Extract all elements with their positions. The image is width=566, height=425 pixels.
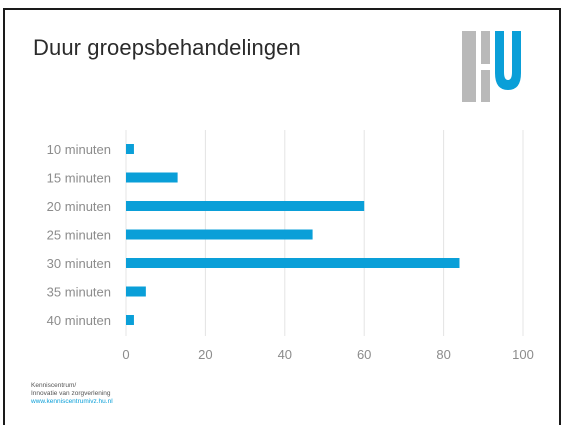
bar (126, 258, 460, 268)
x-tick-label: 100 (512, 347, 534, 362)
logo-gray-bar-left (462, 31, 476, 102)
x-tick-label: 20 (198, 347, 212, 362)
category-labels: 10 minuten 15 minuten 20 minuten 25 minuten… (47, 142, 111, 328)
category-label: 10 minuten (47, 142, 111, 157)
bar (126, 315, 134, 325)
category-label: 30 minuten (47, 256, 111, 271)
x-tick-label: 60 (357, 347, 371, 362)
x-tick-label: 0 (122, 347, 129, 362)
x-tick-labels: 0 20 40 60 80 100 (122, 347, 533, 362)
bar (126, 172, 178, 183)
footer: Kenniscentrum/ Innovatie van zorgverleni… (31, 382, 113, 406)
x-tick-label: 40 (278, 347, 292, 362)
bars (126, 144, 460, 325)
category-label: 20 minuten (47, 199, 111, 214)
x-tick-label: 80 (436, 347, 450, 362)
logo-blue-u (495, 31, 521, 90)
category-label: 25 minuten (47, 228, 111, 243)
slide-title: Duur groepsbehandelingen (33, 35, 301, 60)
slide-frame (3, 8, 561, 425)
category-label: 15 minuten (47, 171, 111, 186)
category-label: 35 minuten (47, 285, 111, 300)
bar (126, 144, 134, 154)
bar (126, 229, 313, 240)
footer-line-2: Innovatie van zorgverlening (31, 390, 111, 397)
bar (126, 201, 365, 211)
logo-gray-bar-mid-top (481, 31, 490, 64)
category-label: 40 minuten (47, 313, 111, 328)
bar-chart: 10 minuten 15 minuten 20 minuten 25 minuten… (47, 130, 534, 362)
footer-line-1: Kenniscentrum/ (31, 382, 77, 389)
logo-gray-bar-mid-bottom (481, 70, 490, 102)
footer-url-link[interactable]: www.kenniscentrumivz.hu.nl (31, 398, 113, 405)
bar (126, 286, 146, 297)
hu-logo-icon (462, 31, 521, 102)
